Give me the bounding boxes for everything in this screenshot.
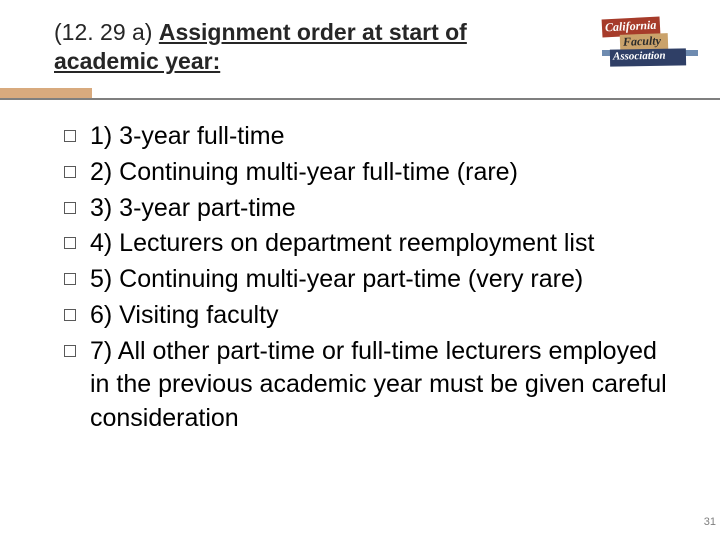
list-item-text: 5) Continuing multi-year part-time (very… xyxy=(90,263,583,297)
list-item: 7) All other part-time or full-time lect… xyxy=(64,335,680,436)
list-item-text: 3) 3-year part-time xyxy=(90,192,296,226)
bullet-icon xyxy=(64,237,76,249)
list-item: 5) Continuing multi-year part-time (very… xyxy=(64,263,680,297)
slide-title: (12. 29 a) Assignment order at start of … xyxy=(54,18,574,76)
bullet-icon xyxy=(64,202,76,214)
list-item-text: 6) Visiting faculty xyxy=(90,299,279,333)
title-prefix: (12. 29 a) xyxy=(54,19,159,45)
list-item-text: 2) Continuing multi-year full-time (rare… xyxy=(90,156,518,190)
list-item: 3) 3-year part-time xyxy=(64,192,680,226)
list-item-text: 4) Lecturers on department reemployment … xyxy=(90,227,594,261)
list-item: 2) Continuing multi-year full-time (rare… xyxy=(64,156,680,190)
rule-line xyxy=(0,98,720,100)
bullet-icon xyxy=(64,130,76,142)
list-item-text: 7) All other part-time or full-time lect… xyxy=(90,335,680,436)
list-item: 1) 3-year full-time xyxy=(64,120,680,154)
list-item-text: 1) 3-year full-time xyxy=(90,120,285,154)
list-item: 4) Lecturers on department reemployment … xyxy=(64,227,680,261)
bullet-icon xyxy=(64,273,76,285)
title-line2: academic year: xyxy=(54,48,220,74)
logo-block-navy: Association xyxy=(610,48,686,66)
slide-header: (12. 29 a) Assignment order at start of … xyxy=(54,18,690,76)
list-item: 6) Visiting faculty xyxy=(64,299,680,333)
bullet-icon xyxy=(64,345,76,357)
bullet-list: 1) 3-year full-time 2) Continuing multi-… xyxy=(64,120,680,438)
page-number: 31 xyxy=(704,516,716,528)
header-rule xyxy=(0,88,720,102)
bullet-icon xyxy=(64,309,76,321)
cfa-logo: California Faculty Association xyxy=(602,16,698,72)
slide: (12. 29 a) Assignment order at start of … xyxy=(0,0,720,540)
title-line1: Assignment order at start of xyxy=(159,19,467,45)
bullet-icon xyxy=(64,166,76,178)
